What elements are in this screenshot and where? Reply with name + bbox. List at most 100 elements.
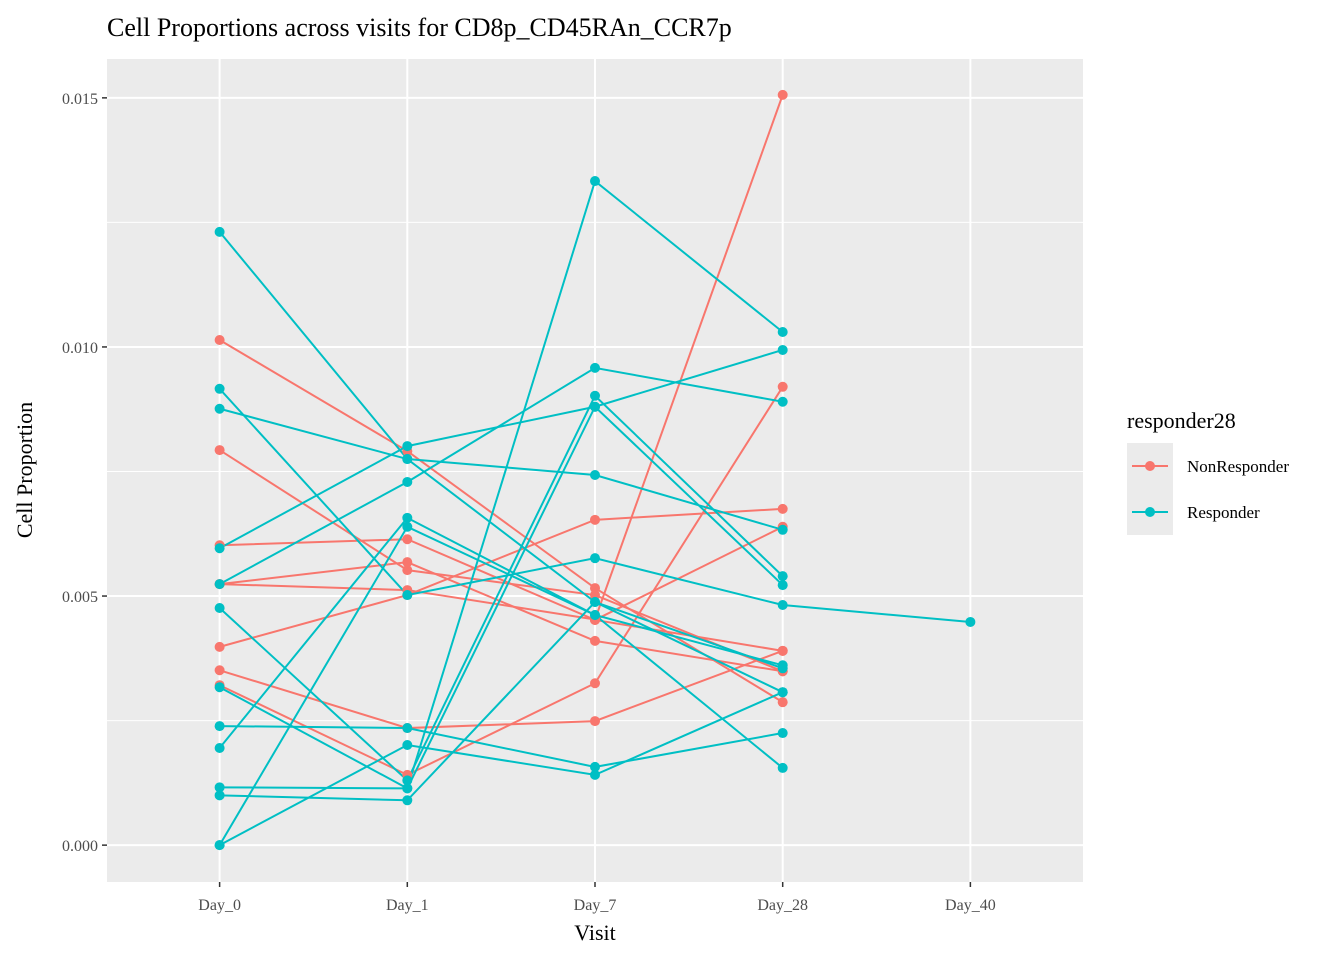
subject-line — [594, 525, 784, 621]
point — [214, 682, 225, 693]
point — [402, 557, 413, 568]
point — [402, 565, 413, 576]
subject-line — [218, 231, 784, 694]
point — [214, 334, 225, 345]
subject-line — [219, 366, 783, 585]
x-tick-label: Day_1 — [386, 897, 429, 914]
point — [590, 176, 600, 187]
x-tick-label: Day_7 — [574, 897, 617, 914]
x-tick-label: Day_28 — [757, 897, 808, 914]
point — [214, 790, 225, 801]
legend-title: responder28 — [1127, 408, 1236, 433]
y-axis-label: Cell Proportion — [12, 402, 37, 538]
point — [777, 524, 788, 535]
point — [590, 590, 600, 601]
point — [402, 783, 413, 794]
point — [402, 512, 413, 523]
point — [214, 782, 225, 793]
point — [777, 344, 788, 355]
point — [214, 641, 225, 652]
point — [402, 795, 413, 806]
x-tick-label: Day_0 — [198, 897, 241, 914]
point — [777, 697, 788, 708]
point — [214, 665, 225, 676]
subject-line — [219, 691, 784, 847]
subject-line — [219, 561, 783, 673]
point — [214, 602, 225, 613]
point — [590, 469, 600, 480]
point — [590, 390, 600, 401]
point — [590, 769, 600, 780]
x-tick-label: Day_40 — [945, 897, 996, 914]
subject-line — [219, 179, 784, 790]
point — [590, 678, 600, 689]
point — [214, 383, 225, 394]
point — [777, 728, 788, 739]
point — [777, 571, 788, 582]
point — [402, 454, 413, 465]
point — [590, 401, 600, 412]
subject-line — [219, 407, 783, 531]
point — [590, 597, 600, 608]
point — [777, 645, 788, 656]
point — [777, 663, 788, 674]
point — [214, 543, 225, 554]
y-tick-label: 0.000 — [62, 838, 98, 855]
point — [590, 609, 600, 620]
point — [777, 327, 788, 338]
point — [777, 762, 788, 773]
y-tick-label: 0.005 — [62, 589, 98, 606]
point — [402, 534, 413, 545]
subject-line — [219, 339, 784, 704]
point — [402, 590, 413, 601]
point — [402, 775, 413, 786]
y-tick-label: 0.010 — [62, 340, 98, 357]
point — [777, 600, 788, 611]
subject-line — [219, 449, 784, 673]
legend-label: Responder — [1187, 503, 1260, 522]
point — [214, 445, 225, 456]
legend-point — [1145, 507, 1155, 517]
point — [590, 716, 600, 727]
point — [777, 687, 788, 698]
point — [402, 723, 413, 734]
point — [590, 635, 600, 646]
point — [214, 226, 225, 237]
point — [777, 396, 788, 407]
subject-line — [218, 516, 783, 749]
y-tick-label: 0.015 — [62, 91, 98, 108]
point — [590, 583, 600, 594]
subject-line — [219, 94, 784, 621]
subject-line — [218, 525, 784, 846]
chart-title: Cell Proportions across visits for CD8p_… — [107, 13, 732, 42]
point — [777, 580, 788, 591]
point — [214, 840, 225, 851]
subject-line — [219, 386, 784, 777]
point — [402, 521, 413, 532]
legend-point — [1145, 461, 1155, 471]
subject-line — [218, 394, 784, 783]
point — [777, 89, 788, 100]
point — [214, 742, 225, 753]
subject-line — [219, 649, 784, 730]
point — [777, 381, 788, 392]
point — [965, 616, 976, 627]
subject-line — [219, 600, 784, 802]
point — [402, 441, 413, 452]
point — [402, 739, 413, 750]
point — [590, 362, 600, 373]
point — [214, 579, 225, 590]
point — [777, 503, 788, 514]
point — [402, 476, 413, 487]
subject-line — [219, 507, 783, 648]
subject-line — [219, 348, 783, 550]
point — [590, 514, 600, 525]
subject-line — [219, 405, 784, 790]
x-axis-label: Visit — [574, 920, 615, 945]
point — [590, 761, 600, 772]
point — [214, 721, 225, 732]
subject-line — [219, 725, 783, 768]
legend-label: NonResponder — [1187, 457, 1289, 476]
point — [214, 403, 225, 414]
